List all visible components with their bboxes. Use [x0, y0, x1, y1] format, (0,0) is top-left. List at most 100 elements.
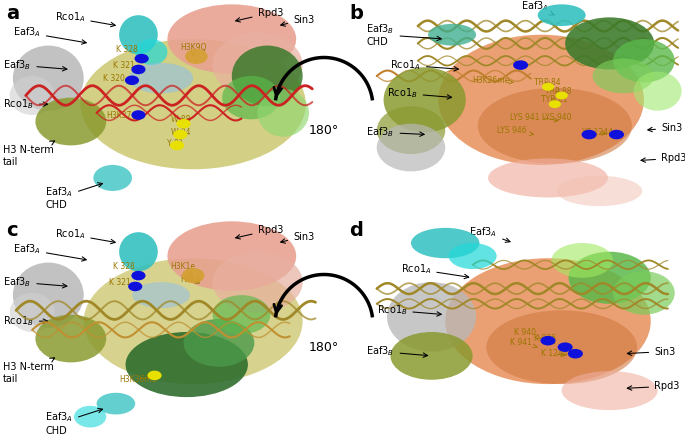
Text: Rpd3: Rpd3	[641, 153, 685, 164]
Circle shape	[556, 92, 568, 99]
Ellipse shape	[449, 243, 497, 269]
Text: Eaf3$_B$: Eaf3$_B$	[366, 125, 424, 139]
Text: Sin3: Sin3	[281, 231, 314, 243]
Text: Eaf3$_B$: Eaf3$_B$	[3, 58, 67, 72]
Text: Eaf3$_B$
CHD: Eaf3$_B$ CHD	[366, 22, 441, 47]
Ellipse shape	[36, 98, 106, 145]
Ellipse shape	[13, 263, 84, 328]
Text: Rco1$_A$: Rco1$_A$	[55, 10, 115, 27]
Text: H3K4: H3K4	[180, 276, 201, 284]
Text: c: c	[6, 221, 18, 240]
Text: Rpd3: Rpd3	[236, 8, 283, 22]
Circle shape	[558, 342, 573, 352]
Ellipse shape	[445, 258, 651, 384]
Ellipse shape	[119, 15, 158, 54]
Text: H3K36m3: H3K36m3	[119, 375, 157, 384]
Ellipse shape	[556, 176, 642, 206]
Circle shape	[177, 119, 190, 128]
Ellipse shape	[212, 33, 303, 98]
Text: 180°: 180°	[309, 124, 339, 137]
Circle shape	[513, 60, 528, 70]
Text: Eaf3$_A$: Eaf3$_A$	[13, 243, 86, 261]
Circle shape	[147, 371, 162, 380]
Text: K 940: K 940	[514, 328, 541, 339]
Text: TRP 84: TRP 84	[534, 78, 561, 87]
Ellipse shape	[613, 271, 675, 315]
Text: H3K26me: H3K26me	[473, 76, 513, 85]
Circle shape	[132, 110, 145, 120]
Ellipse shape	[562, 371, 658, 410]
Text: TRP 88: TRP 88	[545, 87, 571, 95]
Ellipse shape	[84, 258, 303, 384]
Ellipse shape	[551, 243, 613, 278]
Ellipse shape	[10, 293, 55, 332]
Ellipse shape	[119, 232, 158, 271]
Text: K 328: K 328	[112, 263, 138, 276]
Text: Rco1$_A$: Rco1$_A$	[55, 227, 115, 244]
Text: H3K37: H3K37	[106, 111, 138, 119]
Text: 180°: 180°	[309, 341, 339, 354]
Ellipse shape	[438, 35, 644, 165]
Text: Y 81: Y 81	[167, 139, 184, 148]
Text: K 941: K 941	[510, 339, 538, 348]
Ellipse shape	[377, 124, 445, 171]
Ellipse shape	[593, 59, 654, 93]
Text: Eaf3$_A$
CHD: Eaf3$_A$ CHD	[45, 183, 103, 210]
Text: a: a	[6, 4, 20, 23]
Ellipse shape	[129, 63, 193, 93]
Text: W 88: W 88	[171, 115, 190, 124]
Circle shape	[132, 271, 145, 280]
Ellipse shape	[81, 39, 306, 169]
Text: LYS 946: LYS 946	[497, 126, 534, 135]
Circle shape	[609, 130, 624, 139]
Circle shape	[134, 54, 149, 63]
Text: LYS 941 LYS 940: LYS 941 LYS 940	[510, 113, 572, 122]
Text: d: d	[349, 221, 363, 240]
Text: YS 1244: YS 1244	[582, 128, 613, 137]
Ellipse shape	[13, 46, 84, 111]
Ellipse shape	[377, 106, 445, 154]
Ellipse shape	[384, 67, 466, 132]
Ellipse shape	[486, 310, 637, 384]
Ellipse shape	[135, 39, 167, 65]
Ellipse shape	[36, 315, 106, 362]
Ellipse shape	[428, 24, 476, 46]
Text: Rco1$_A$: Rco1$_A$	[390, 58, 458, 72]
Circle shape	[173, 130, 188, 139]
Text: Rpd3: Rpd3	[236, 225, 283, 239]
Text: Eaf3$_A$: Eaf3$_A$	[521, 0, 554, 15]
Text: Rco1$_B$: Rco1$_B$	[387, 86, 451, 100]
Ellipse shape	[182, 268, 204, 283]
Text: Eaf3$_B$: Eaf3$_B$	[366, 345, 427, 358]
Circle shape	[542, 83, 554, 91]
Circle shape	[549, 100, 561, 108]
Ellipse shape	[565, 17, 654, 69]
Text: TYR 81: TYR 81	[541, 95, 568, 104]
Text: H3 N-term
tail: H3 N-term tail	[3, 141, 55, 167]
Ellipse shape	[212, 252, 303, 312]
Text: K 936: K 936	[534, 334, 556, 343]
Ellipse shape	[125, 332, 248, 397]
Circle shape	[582, 130, 597, 139]
Ellipse shape	[185, 49, 208, 64]
Circle shape	[170, 141, 184, 150]
Text: H3K1e: H3K1e	[171, 263, 196, 275]
Text: H3K9Q: H3K9Q	[180, 43, 207, 56]
Text: Sin3: Sin3	[648, 123, 682, 133]
Ellipse shape	[97, 393, 135, 414]
Ellipse shape	[93, 165, 132, 191]
Text: Eaf3$_A$: Eaf3$_A$	[469, 225, 510, 242]
Circle shape	[132, 65, 145, 74]
Text: Rpd3: Rpd3	[627, 381, 680, 391]
Ellipse shape	[222, 76, 280, 119]
Ellipse shape	[488, 158, 608, 197]
Ellipse shape	[132, 282, 190, 308]
Text: Rco1$_B$: Rco1$_B$	[3, 314, 47, 328]
Text: K 321: K 321	[110, 278, 134, 287]
Text: b: b	[349, 4, 363, 23]
Circle shape	[540, 336, 556, 345]
Ellipse shape	[387, 282, 476, 352]
Text: K 1244: K 1244	[541, 349, 568, 358]
Text: Rco1$_A$: Rco1$_A$	[401, 262, 469, 279]
Ellipse shape	[538, 4, 586, 26]
